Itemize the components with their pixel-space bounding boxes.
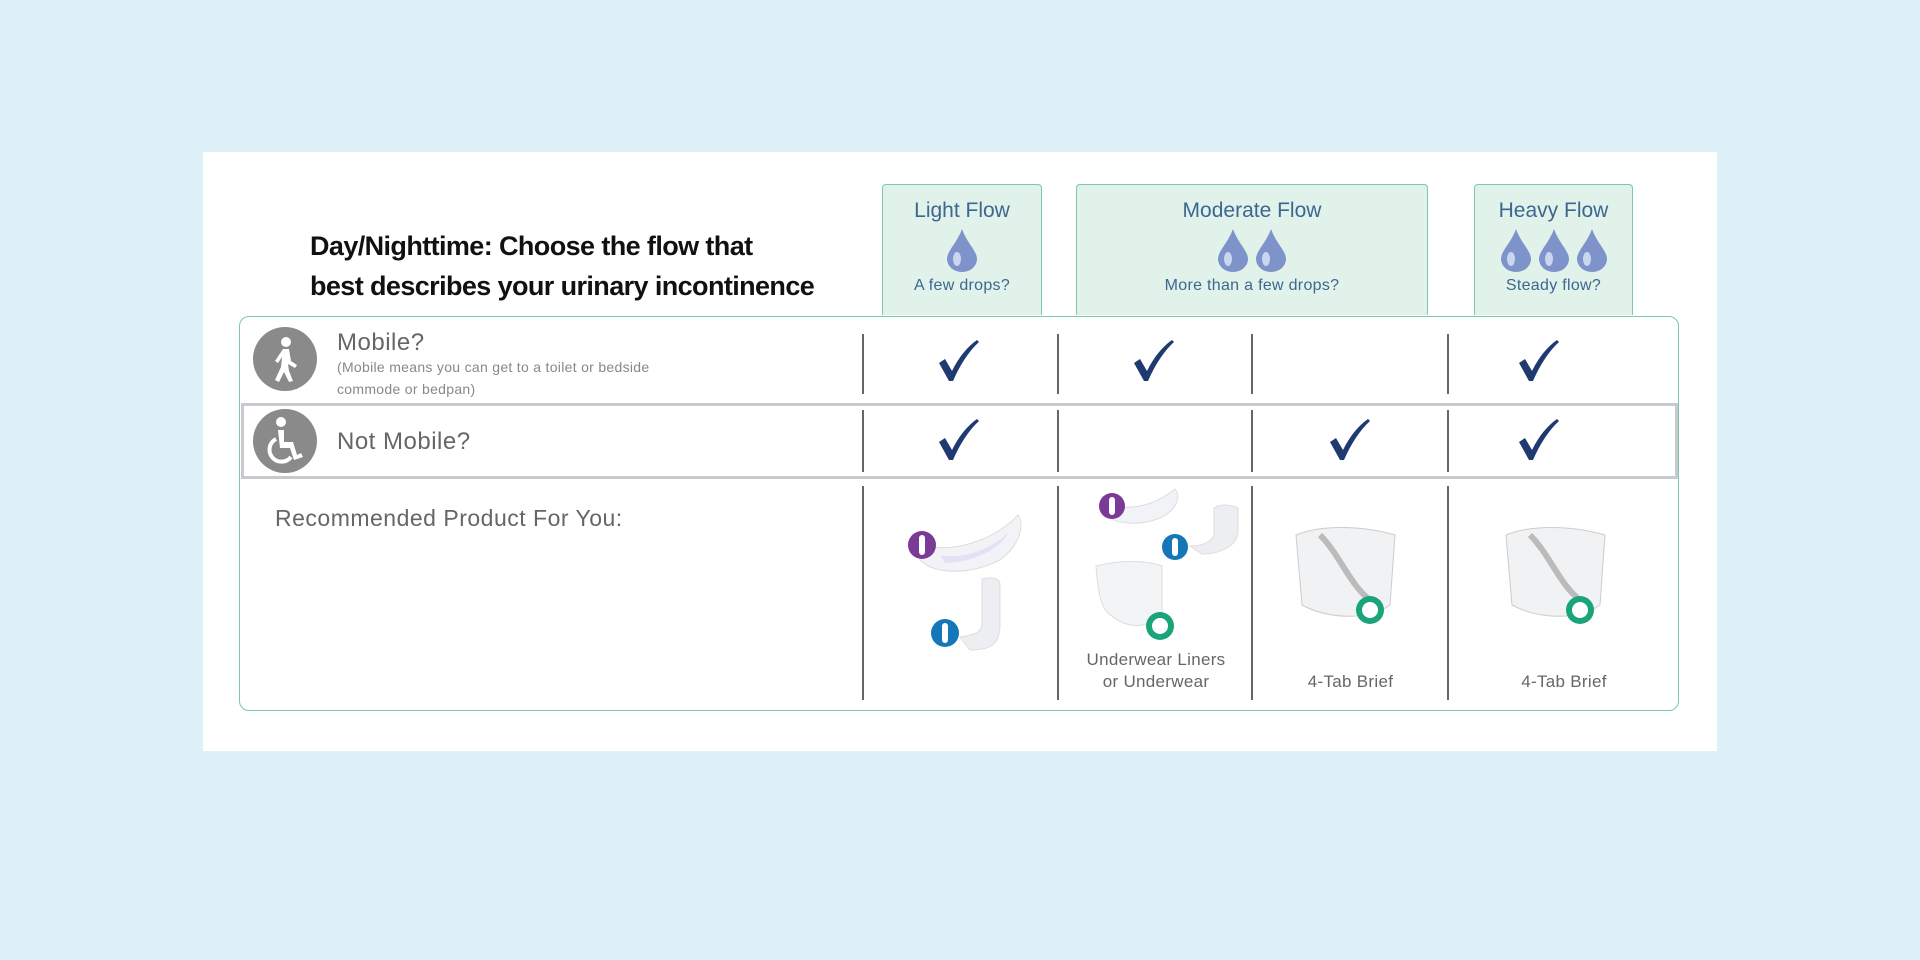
walking-person-icon	[253, 327, 317, 391]
divider	[1447, 486, 1449, 700]
divider	[1057, 334, 1059, 394]
checkmark-icon	[1515, 337, 1561, 383]
tab-brief-product-image	[1505, 527, 1606, 624]
product-label-line-2: or Underwear	[1102, 672, 1210, 691]
product-label-brief: 4-Tab Brief	[1521, 672, 1607, 691]
divider	[1251, 334, 1253, 394]
divider	[1251, 486, 1253, 700]
divider	[862, 334, 864, 394]
title-line-1: Day/Nighttime: Choose the flow that	[310, 231, 753, 261]
wheelchair-icon	[253, 409, 317, 473]
divider	[1057, 486, 1059, 700]
mobile-label: Mobile?	[337, 329, 425, 356]
flow-subtitle: A few drops?	[913, 277, 1011, 294]
water-drop-icon	[1576, 229, 1607, 272]
flow-label: Light Flow	[914, 199, 1010, 222]
drops	[1077, 223, 1427, 277]
water-drop-icon	[1500, 229, 1531, 272]
tab-brief-product-image	[1295, 527, 1396, 624]
checkmark-icon	[1326, 416, 1372, 462]
product-label-brief: 4-Tab Brief	[1307, 672, 1394, 691]
pad-liner-products-image	[908, 514, 1022, 651]
drops	[1475, 223, 1632, 277]
water-drop-icon	[1218, 229, 1248, 272]
flow-subtitle: More than a few drops?	[1164, 277, 1340, 294]
underwear-liner-products-image	[1095, 488, 1239, 640]
divider	[862, 486, 864, 700]
product-label-underwear: Underwear Liners or Underwear	[1060, 649, 1252, 693]
header-heavy-flow: Heavy Flow Steady flow?	[1474, 184, 1633, 315]
recommended-label: Recommended Product For You:	[275, 505, 623, 531]
checkmark-icon	[935, 416, 981, 462]
flow-subtitle: Steady flow?	[1505, 277, 1602, 294]
mobile-note-line-1: (Mobile means you can get to a toilet or…	[337, 359, 650, 375]
product-label-line-1: Underwear Liners	[1086, 650, 1226, 669]
mobile-note: (Mobile means you can get to a toilet or…	[337, 356, 649, 400]
flow-label: Heavy Flow	[1498, 199, 1609, 222]
water-drop-icon	[1538, 229, 1569, 272]
page-title: Day/Nighttime: Choose the flow that best…	[310, 226, 815, 306]
not-mobile-label: Not Mobile?	[337, 428, 471, 455]
selection-table	[239, 316, 1679, 711]
header-moderate-flow: Moderate Flow More than a few drops?	[1076, 184, 1428, 315]
checkmark-icon	[935, 337, 981, 383]
divider	[1447, 410, 1449, 472]
row-not-mobile	[241, 403, 1678, 479]
header-light-flow: Light Flow A few drops?	[882, 184, 1042, 315]
flow-label: Moderate Flow	[1182, 199, 1322, 222]
divider	[1447, 334, 1449, 394]
checkmark-icon	[1515, 416, 1561, 462]
mobile-note-line-2: commode or bedpan)	[337, 381, 476, 397]
water-drop-icon	[1256, 229, 1286, 272]
divider	[1251, 410, 1253, 472]
checkmark-icon	[1130, 337, 1176, 383]
water-drop-icon	[947, 229, 977, 272]
title-line-2: best describes your urinary incontinence	[310, 271, 815, 301]
divider	[1057, 410, 1059, 472]
divider	[862, 410, 864, 472]
drops	[883, 223, 1041, 277]
